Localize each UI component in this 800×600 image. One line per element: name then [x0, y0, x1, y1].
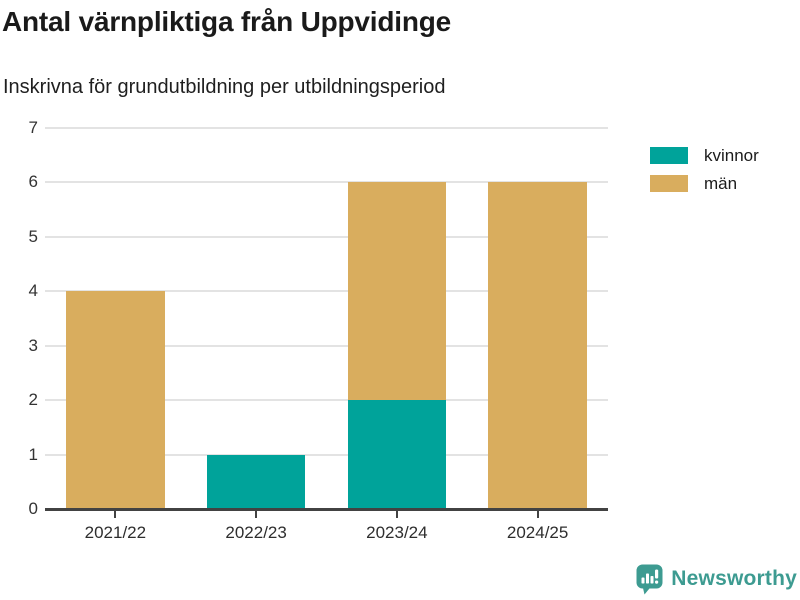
x-axis-line — [45, 508, 608, 511]
bar-kvinnor-2022/23 — [206, 454, 306, 509]
y-tick-label: 1 — [28, 444, 38, 464]
y-tick-label: 6 — [28, 172, 38, 192]
bar-män-2023/24 — [347, 182, 447, 401]
x-tick-label-2021/22: 2021/22 — [84, 523, 147, 542]
y-tick-label: 3 — [28, 335, 38, 355]
x-tick-2023/24 — [395, 509, 398, 518]
chart-subtitle: Inskrivna för grundutbildning per utbild… — [3, 76, 446, 98]
branding-wordmark: Newsworthy — [671, 567, 797, 590]
y-tick-label: 2 — [28, 390, 38, 410]
branding-footer: Newsworthy — [636, 563, 797, 595]
x-tick-label-2022/23: 2022/23 — [225, 523, 287, 542]
y-tick-label: 4 — [28, 281, 38, 301]
x-tick-2021/22 — [114, 509, 117, 518]
gridline-y-1 — [45, 453, 608, 456]
gridline-y-7 — [45, 127, 608, 129]
legend-item-kvinnor: kvinnor — [650, 147, 759, 164]
y-tick-label: 7 — [28, 118, 38, 137]
newsworthy-bubble-chart-icon — [636, 564, 664, 595]
gridline-y-6 — [45, 181, 608, 184]
x-tick-2024/25 — [536, 509, 539, 518]
legend-swatch-män — [650, 175, 688, 192]
x-tick-2022/23 — [255, 509, 258, 518]
chart-title: Antal värnpliktiga från Uppvidinge — [2, 6, 452, 37]
bar-män-2021/22 — [66, 291, 165, 509]
y-tick-label: 5 — [28, 226, 38, 246]
legend-label-kvinnor: kvinnor — [704, 146, 759, 165]
bar-män-2024/25 — [488, 182, 587, 509]
x-tick-label-2023/24: 2023/24 — [366, 523, 428, 542]
legend-swatch-kvinnor — [650, 147, 688, 164]
x-tick-label-2024/25: 2024/25 — [506, 523, 569, 542]
legend-label-män: män — [704, 174, 738, 193]
gridline-y-3 — [45, 344, 608, 347]
gridline-y-2 — [45, 399, 608, 402]
gridline-y-4 — [45, 290, 608, 293]
y-tick-label: 0 — [28, 499, 38, 518]
gridline-y-5 — [45, 235, 608, 238]
legend-item-män: män — [650, 175, 759, 192]
bar-kvinnor-2023/24 — [347, 400, 447, 509]
legend: kvinnor män — [650, 147, 759, 192]
